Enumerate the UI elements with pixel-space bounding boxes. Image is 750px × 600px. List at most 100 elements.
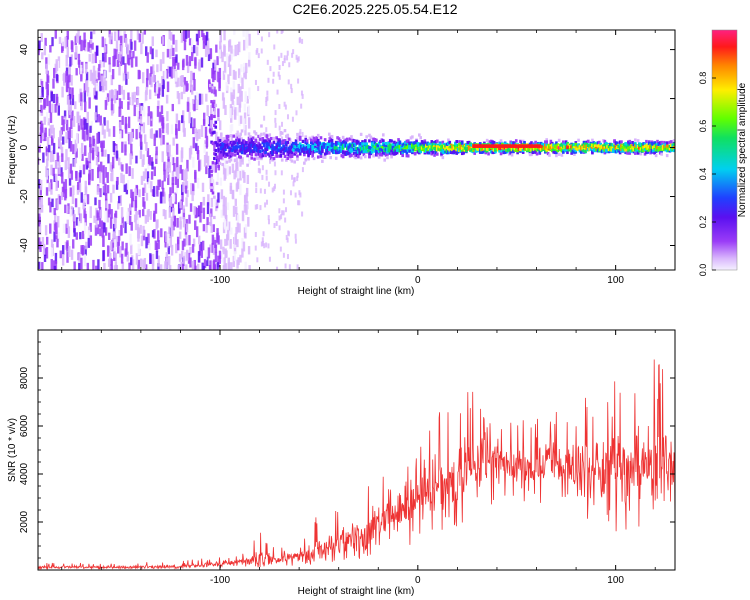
spectrogram-cell bbox=[224, 147, 227, 152]
spectrogram-ridge bbox=[499, 144, 502, 148]
spectrogram-cell bbox=[361, 142, 364, 146]
spectrogram-cell bbox=[413, 148, 417, 152]
spectrogram-cell bbox=[196, 145, 200, 155]
spectrogram-cell bbox=[171, 170, 175, 182]
spectrogram-cell bbox=[631, 148, 634, 152]
spectrogram-cell bbox=[190, 52, 194, 62]
spectrogram-cell bbox=[352, 143, 356, 147]
spectrogram-cell bbox=[104, 192, 108, 202]
spectrogram-cell bbox=[285, 234, 288, 240]
spectrogram-cell bbox=[48, 144, 51, 153]
spectrogram-cell bbox=[135, 211, 138, 220]
spectrogram-cell bbox=[564, 146, 568, 150]
spectrogram-cell bbox=[251, 141, 255, 145]
spectrogram-cell bbox=[201, 182, 205, 192]
spectrogram-cell bbox=[49, 146, 53, 155]
spectrogram-cell bbox=[208, 265, 212, 270]
spectrogram-cell bbox=[227, 262, 231, 270]
spectrogram-cell bbox=[46, 83, 50, 96]
spectrogram-cell bbox=[611, 148, 615, 152]
spectrogram-cell bbox=[70, 54, 74, 66]
spectrogram-cell bbox=[341, 135, 345, 140]
spectrogram-cell bbox=[426, 142, 429, 146]
spectrogram-cell bbox=[372, 154, 375, 158]
spectrogram-cell bbox=[549, 139, 553, 143]
spectrogram-cell bbox=[189, 80, 193, 90]
spectrogram-cell bbox=[663, 145, 666, 149]
spectrogram-cell bbox=[278, 148, 281, 152]
spectrogram-cell bbox=[333, 144, 337, 148]
spectrogram-cell bbox=[400, 149, 403, 153]
spectrogram-cell bbox=[219, 133, 223, 137]
spectrogram-cell bbox=[160, 191, 163, 204]
spectrogram-cell bbox=[219, 156, 223, 160]
spectrogram-cell bbox=[645, 139, 648, 144]
spectrogram-cell bbox=[312, 150, 316, 154]
spectrogram-cell bbox=[240, 158, 244, 162]
spectrogram-cell bbox=[444, 149, 447, 154]
spectrogram-cell bbox=[465, 143, 468, 147]
spectrogram-cell bbox=[351, 148, 355, 152]
spectrogram-cell bbox=[47, 53, 51, 65]
spectrogram-cell bbox=[60, 167, 63, 177]
spectrogram-cell bbox=[336, 150, 339, 155]
spectrogram-cell bbox=[639, 142, 643, 146]
spectrogram-cell bbox=[377, 141, 381, 145]
spectrogram-cell bbox=[202, 207, 206, 219]
spectrogram-cell bbox=[229, 134, 233, 138]
spectrogram-cell bbox=[69, 56, 72, 67]
spectrogram-cell bbox=[438, 146, 442, 150]
spectrogram-cell bbox=[599, 145, 603, 150]
spectrogram-cell bbox=[508, 152, 511, 156]
spectrogram-cell bbox=[124, 63, 127, 75]
spectrogram-cell bbox=[217, 71, 220, 83]
y-tick-label: 8000 bbox=[19, 366, 30, 389]
colorbar-label: Normalized spectral amplitude bbox=[737, 82, 748, 217]
spectrogram-cell bbox=[222, 246, 225, 255]
spectrogram-cell bbox=[219, 146, 223, 151]
spectrogram-cell bbox=[211, 242, 214, 253]
spectrogram-cell bbox=[347, 145, 350, 149]
spectrogram-cell bbox=[354, 142, 357, 147]
spectrogram-cell bbox=[147, 106, 151, 117]
spectrogram-cell bbox=[416, 146, 420, 150]
spectrogram-cell bbox=[513, 142, 517, 146]
spectrogram-cell bbox=[183, 39, 187, 51]
spectrogram-cell bbox=[235, 183, 239, 192]
spectrogram-cell bbox=[207, 247, 211, 259]
spectrogram-cell bbox=[79, 213, 83, 224]
spectrogram-cell bbox=[129, 50, 132, 60]
spectrogram-cell bbox=[602, 144, 605, 148]
spectrogram-cell bbox=[620, 144, 623, 148]
spectrogram-cell bbox=[603, 146, 607, 150]
spectrogram-cell bbox=[357, 150, 360, 154]
spectrogram-cell bbox=[38, 179, 41, 189]
spectrogram-cell bbox=[122, 56, 125, 65]
spectrogram-cell bbox=[83, 101, 87, 113]
spectrogram-cell bbox=[69, 101, 73, 112]
spectrogram-cell bbox=[223, 219, 226, 228]
spectrogram-cell bbox=[64, 241, 68, 250]
spectrogram-cell bbox=[255, 156, 259, 160]
spectrogram-cell bbox=[235, 135, 238, 139]
spectrogram-cell bbox=[170, 244, 174, 256]
spectrogram-cell bbox=[159, 111, 162, 122]
spectrogram-cell bbox=[150, 116, 153, 127]
spectrogram-cell bbox=[219, 142, 223, 147]
spectrogram-cell bbox=[299, 192, 302, 198]
spectrogram-cell bbox=[254, 153, 258, 157]
spectrogram-cell bbox=[130, 56, 134, 68]
spectrogram-cell bbox=[74, 101, 77, 110]
spectrogram-cell bbox=[498, 141, 501, 145]
spectrogram-cell bbox=[96, 133, 99, 144]
spectrogram-cell bbox=[269, 156, 273, 160]
spectrogram-cell bbox=[214, 60, 217, 71]
spectrogram-cell bbox=[165, 68, 169, 79]
spectrogram-cell bbox=[236, 44, 240, 56]
spectrogram-cell bbox=[570, 151, 573, 155]
spectrogram-cell bbox=[145, 192, 149, 201]
spectrogram-cell bbox=[470, 143, 474, 147]
spectrogram-cell bbox=[263, 243, 266, 249]
snr-x-label: Height of straight line (km) bbox=[298, 586, 415, 597]
spectrogram-cell bbox=[75, 170, 78, 179]
